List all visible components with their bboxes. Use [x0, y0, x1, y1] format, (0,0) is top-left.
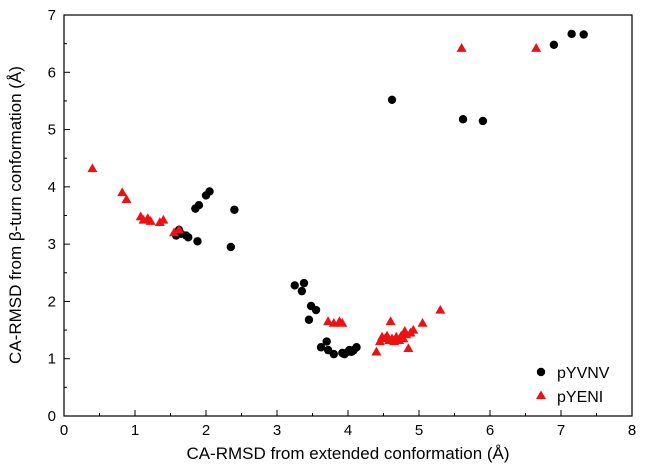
- x-tick-label: 1: [131, 422, 139, 439]
- x-tick-label: 0: [60, 422, 68, 439]
- data-point-pyeni: [371, 346, 382, 356]
- y-axis-title: CA-RMSD from β-turn conformation (Å): [6, 66, 25, 364]
- data-point-pyeni: [403, 343, 414, 353]
- y-tick-label: 0: [48, 408, 56, 425]
- data-point-pyeni: [174, 224, 185, 234]
- x-tick-label: 3: [273, 422, 281, 439]
- x-tick-label: 7: [557, 422, 565, 439]
- axis-ticks: 0 1 2 3 4 5 6 7 8 0 1 2 3 4 5 6 7: [48, 7, 637, 439]
- data-point-pyeni: [323, 316, 334, 326]
- data-points: [87, 29, 588, 359]
- data-point-pyvnv: [329, 349, 338, 359]
- y-tick-label: 6: [48, 64, 56, 81]
- data-point-pyvnv: [226, 242, 236, 252]
- data-point-pyvnv: [184, 233, 193, 242]
- data-point-pyeni: [158, 214, 169, 224]
- y-tick-label: 3: [48, 236, 56, 253]
- data-point-pyvnv: [193, 237, 202, 246]
- legend-label-pYENI: pYENI: [557, 389, 603, 406]
- data-point-pyvnv: [311, 305, 321, 315]
- data-point-pyeni: [531, 43, 542, 52]
- data-point-pyvnv: [549, 40, 559, 49]
- data-point-pyeni: [169, 227, 180, 237]
- data-point-pyvnv: [299, 278, 309, 288]
- x-axis-title: CA-RMSD from extended conformation (Å): [186, 444, 509, 463]
- data-point-pyvnv: [478, 116, 488, 126]
- data-point-pyvnv: [194, 200, 204, 210]
- legend-marker-pYVNV: [536, 367, 546, 377]
- data-point-pyvnv: [387, 95, 397, 104]
- data-point-pyvnv: [316, 343, 326, 352]
- data-point-pyvnv: [205, 187, 214, 196]
- data-point-pyvnv: [304, 315, 314, 324]
- data-point-pyvnv: [297, 286, 307, 296]
- y-tick-label: 7: [48, 7, 56, 24]
- data-point-pyvnv: [579, 30, 588, 39]
- data-point-pyeni: [435, 304, 446, 314]
- data-point-pyeni: [374, 336, 385, 346]
- data-point-pyeni: [145, 216, 156, 225]
- y-tick-label: 5: [48, 122, 56, 139]
- legend: pYVNV pYENI: [536, 365, 610, 406]
- x-tick-label: 5: [415, 422, 423, 439]
- x-tick-label: 8: [628, 422, 636, 439]
- data-point-pyvnv: [458, 115, 468, 124]
- x-tick-label: 6: [486, 422, 494, 439]
- data-point-pyeni: [456, 43, 467, 52]
- x-tick-label: 2: [202, 422, 210, 439]
- y-tick-label: 1: [48, 351, 56, 368]
- data-point-pyvnv: [290, 281, 299, 290]
- data-point-pyeni: [408, 324, 419, 334]
- data-point-pyvnv: [230, 205, 239, 214]
- data-point-pyeni: [117, 187, 128, 197]
- data-point-pyeni: [87, 163, 98, 173]
- data-point-pyvnv: [352, 343, 361, 352]
- y-tick-label: 2: [48, 293, 56, 310]
- data-point-pyvnv: [322, 337, 331, 346]
- data-point-pyeni: [417, 317, 428, 327]
- data-point-pyeni: [121, 194, 132, 204]
- legend-label-pYVNV: pYVNV: [557, 365, 610, 382]
- data-point-pyvnv: [567, 29, 576, 39]
- y-tick-label: 4: [48, 179, 56, 196]
- legend-marker-pYENI: [536, 390, 546, 399]
- data-point-pyeni: [385, 316, 396, 326]
- data-point-pyeni: [337, 317, 348, 327]
- x-tick-label: 4: [344, 422, 352, 439]
